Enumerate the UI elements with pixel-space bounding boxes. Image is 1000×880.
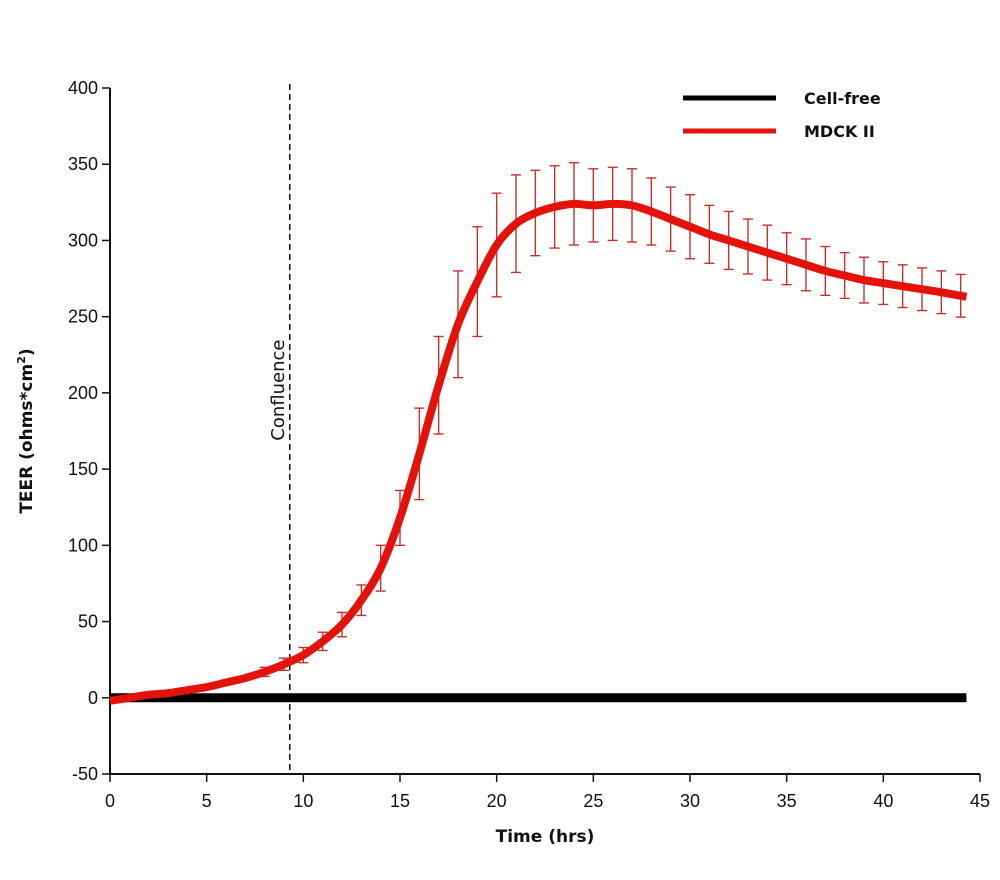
legend-label-mdck-ii: MDCK II bbox=[804, 122, 875, 141]
y-tick-label: 100 bbox=[68, 535, 98, 555]
x-tick-label: 25 bbox=[583, 791, 603, 811]
y-axis-title-superscript: 2 bbox=[15, 356, 28, 364]
legend: Cell-free MDCK II bbox=[683, 89, 881, 141]
y-axis-title-close: ) bbox=[17, 348, 37, 356]
x-tick-label: 40 bbox=[873, 791, 893, 811]
plot-area: Confluence bbox=[109, 84, 968, 774]
y-tick-label: 350 bbox=[68, 154, 98, 174]
y-tick-label: 150 bbox=[68, 459, 98, 479]
x-tick-label: 30 bbox=[680, 791, 700, 811]
x-tick-label: 5 bbox=[202, 791, 212, 811]
x-tick-label: 15 bbox=[390, 791, 410, 811]
x-tick-label: 0 bbox=[105, 791, 115, 811]
axes: -50 0 50 100 150 200 250 300 350 400 0 5 10 15 20 25 30 3… bbox=[15, 78, 990, 847]
y-tick-label: 250 bbox=[68, 307, 98, 327]
y-axis-title-main: TEER (ohms*cm bbox=[17, 364, 37, 514]
legend-label-cell-free: Cell-free bbox=[804, 89, 881, 108]
y-tick-label: 300 bbox=[68, 230, 98, 250]
confluence-label: Confluence bbox=[268, 340, 289, 441]
series-line-mdck-ii bbox=[109, 199, 968, 705]
x-tick-label: 45 bbox=[970, 791, 990, 811]
x-tick-label: 20 bbox=[487, 791, 507, 811]
x-axis-title: Time (hrs) bbox=[496, 827, 595, 847]
y-tick-label: -50 bbox=[72, 764, 98, 784]
y-tick-label: 400 bbox=[68, 78, 98, 98]
x-tick-label: 35 bbox=[777, 791, 797, 811]
y-tick-label: 50 bbox=[78, 612, 98, 632]
y-axis-title: TEER (ohms*cm2) bbox=[15, 348, 37, 513]
x-tick-label: 10 bbox=[293, 791, 313, 811]
y-tick-label: 0 bbox=[88, 688, 98, 708]
y-tick-label: 200 bbox=[68, 383, 98, 403]
